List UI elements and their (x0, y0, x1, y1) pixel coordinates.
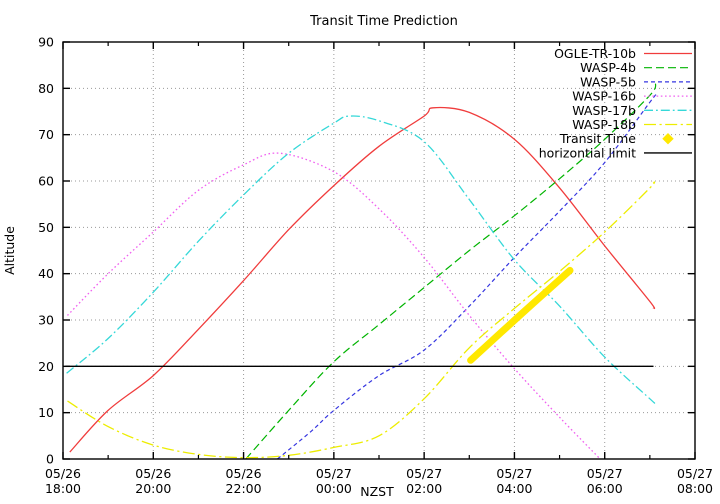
y-tick-label: 40 (38, 266, 54, 281)
series-lines (65, 83, 657, 460)
y-axis-label: Altitude (2, 226, 17, 275)
x-tick-label-date: 05/27 (406, 466, 442, 481)
series-line-transit-time (467, 266, 574, 364)
legend-label-transit-time: Transit Time (559, 131, 636, 146)
x-tick-label-time: 00:00 (316, 481, 352, 496)
x-tick-label-time: 06:00 (587, 481, 623, 496)
series-line-wasp-16b (67, 152, 601, 460)
y-tick-label: 50 (38, 220, 54, 235)
x-tick-label-date: 05/26 (135, 466, 171, 481)
legend-label-wasp-16b: WASP-16b (572, 89, 636, 104)
legend-label-horizontial-limit: horizontial limit (539, 145, 636, 160)
y-tick-label: 60 (38, 174, 54, 189)
x-tick-label-date: 05/27 (316, 466, 352, 481)
y-tick-label: 20 (38, 359, 54, 374)
x-tick-label-date: 05/26 (45, 466, 81, 481)
x-tick-label-date: 05/27 (587, 466, 623, 481)
legend: OGLE-TR-10bWASP-4bWASP-5bWASP-16bWASP-17… (539, 46, 692, 160)
x-tick-label-time: 22:00 (226, 481, 262, 496)
series-line-wasp-18b (67, 181, 656, 459)
axis-ticks: 010203040506070809005/2618:0005/2620:000… (38, 35, 713, 497)
y-tick-label: 0 (46, 452, 54, 467)
y-tick-label: 80 (38, 81, 54, 96)
legend-marker-transit-time (662, 132, 674, 145)
chart-title: Transit Time Prediction (309, 14, 458, 29)
series-line-wasp-5b (277, 94, 657, 460)
series-line-wasp-4b (245, 83, 657, 460)
x-tick-label-time: 20:00 (135, 481, 171, 496)
legend-label-ogle-tr-10b: OGLE-TR-10b (554, 46, 636, 61)
x-tick-label-time: 18:00 (45, 481, 81, 496)
x-tick-label-date: 05/27 (496, 466, 532, 481)
legend-label-wasp-5b: WASP-5b (580, 74, 636, 89)
y-tick-label: 90 (38, 35, 54, 50)
series-line-wasp-17b (66, 115, 656, 404)
x-tick-label-date: 05/27 (677, 466, 713, 481)
y-tick-label: 30 (38, 313, 54, 328)
x-axis-label: NZST (360, 484, 394, 499)
x-tick-label-time: 08:00 (677, 481, 713, 496)
x-tick-label-date: 05/26 (226, 466, 262, 481)
legend-label-wasp-4b: WASP-4b (580, 60, 636, 75)
legend-label-wasp-18b: WASP-18b (572, 117, 636, 132)
legend-label-wasp-17b: WASP-17b (572, 103, 636, 118)
x-tick-label-time: 02:00 (406, 481, 442, 496)
x-tick-label-time: 04:00 (496, 481, 532, 496)
y-tick-label: 70 (38, 127, 54, 142)
y-tick-label: 10 (38, 405, 54, 420)
